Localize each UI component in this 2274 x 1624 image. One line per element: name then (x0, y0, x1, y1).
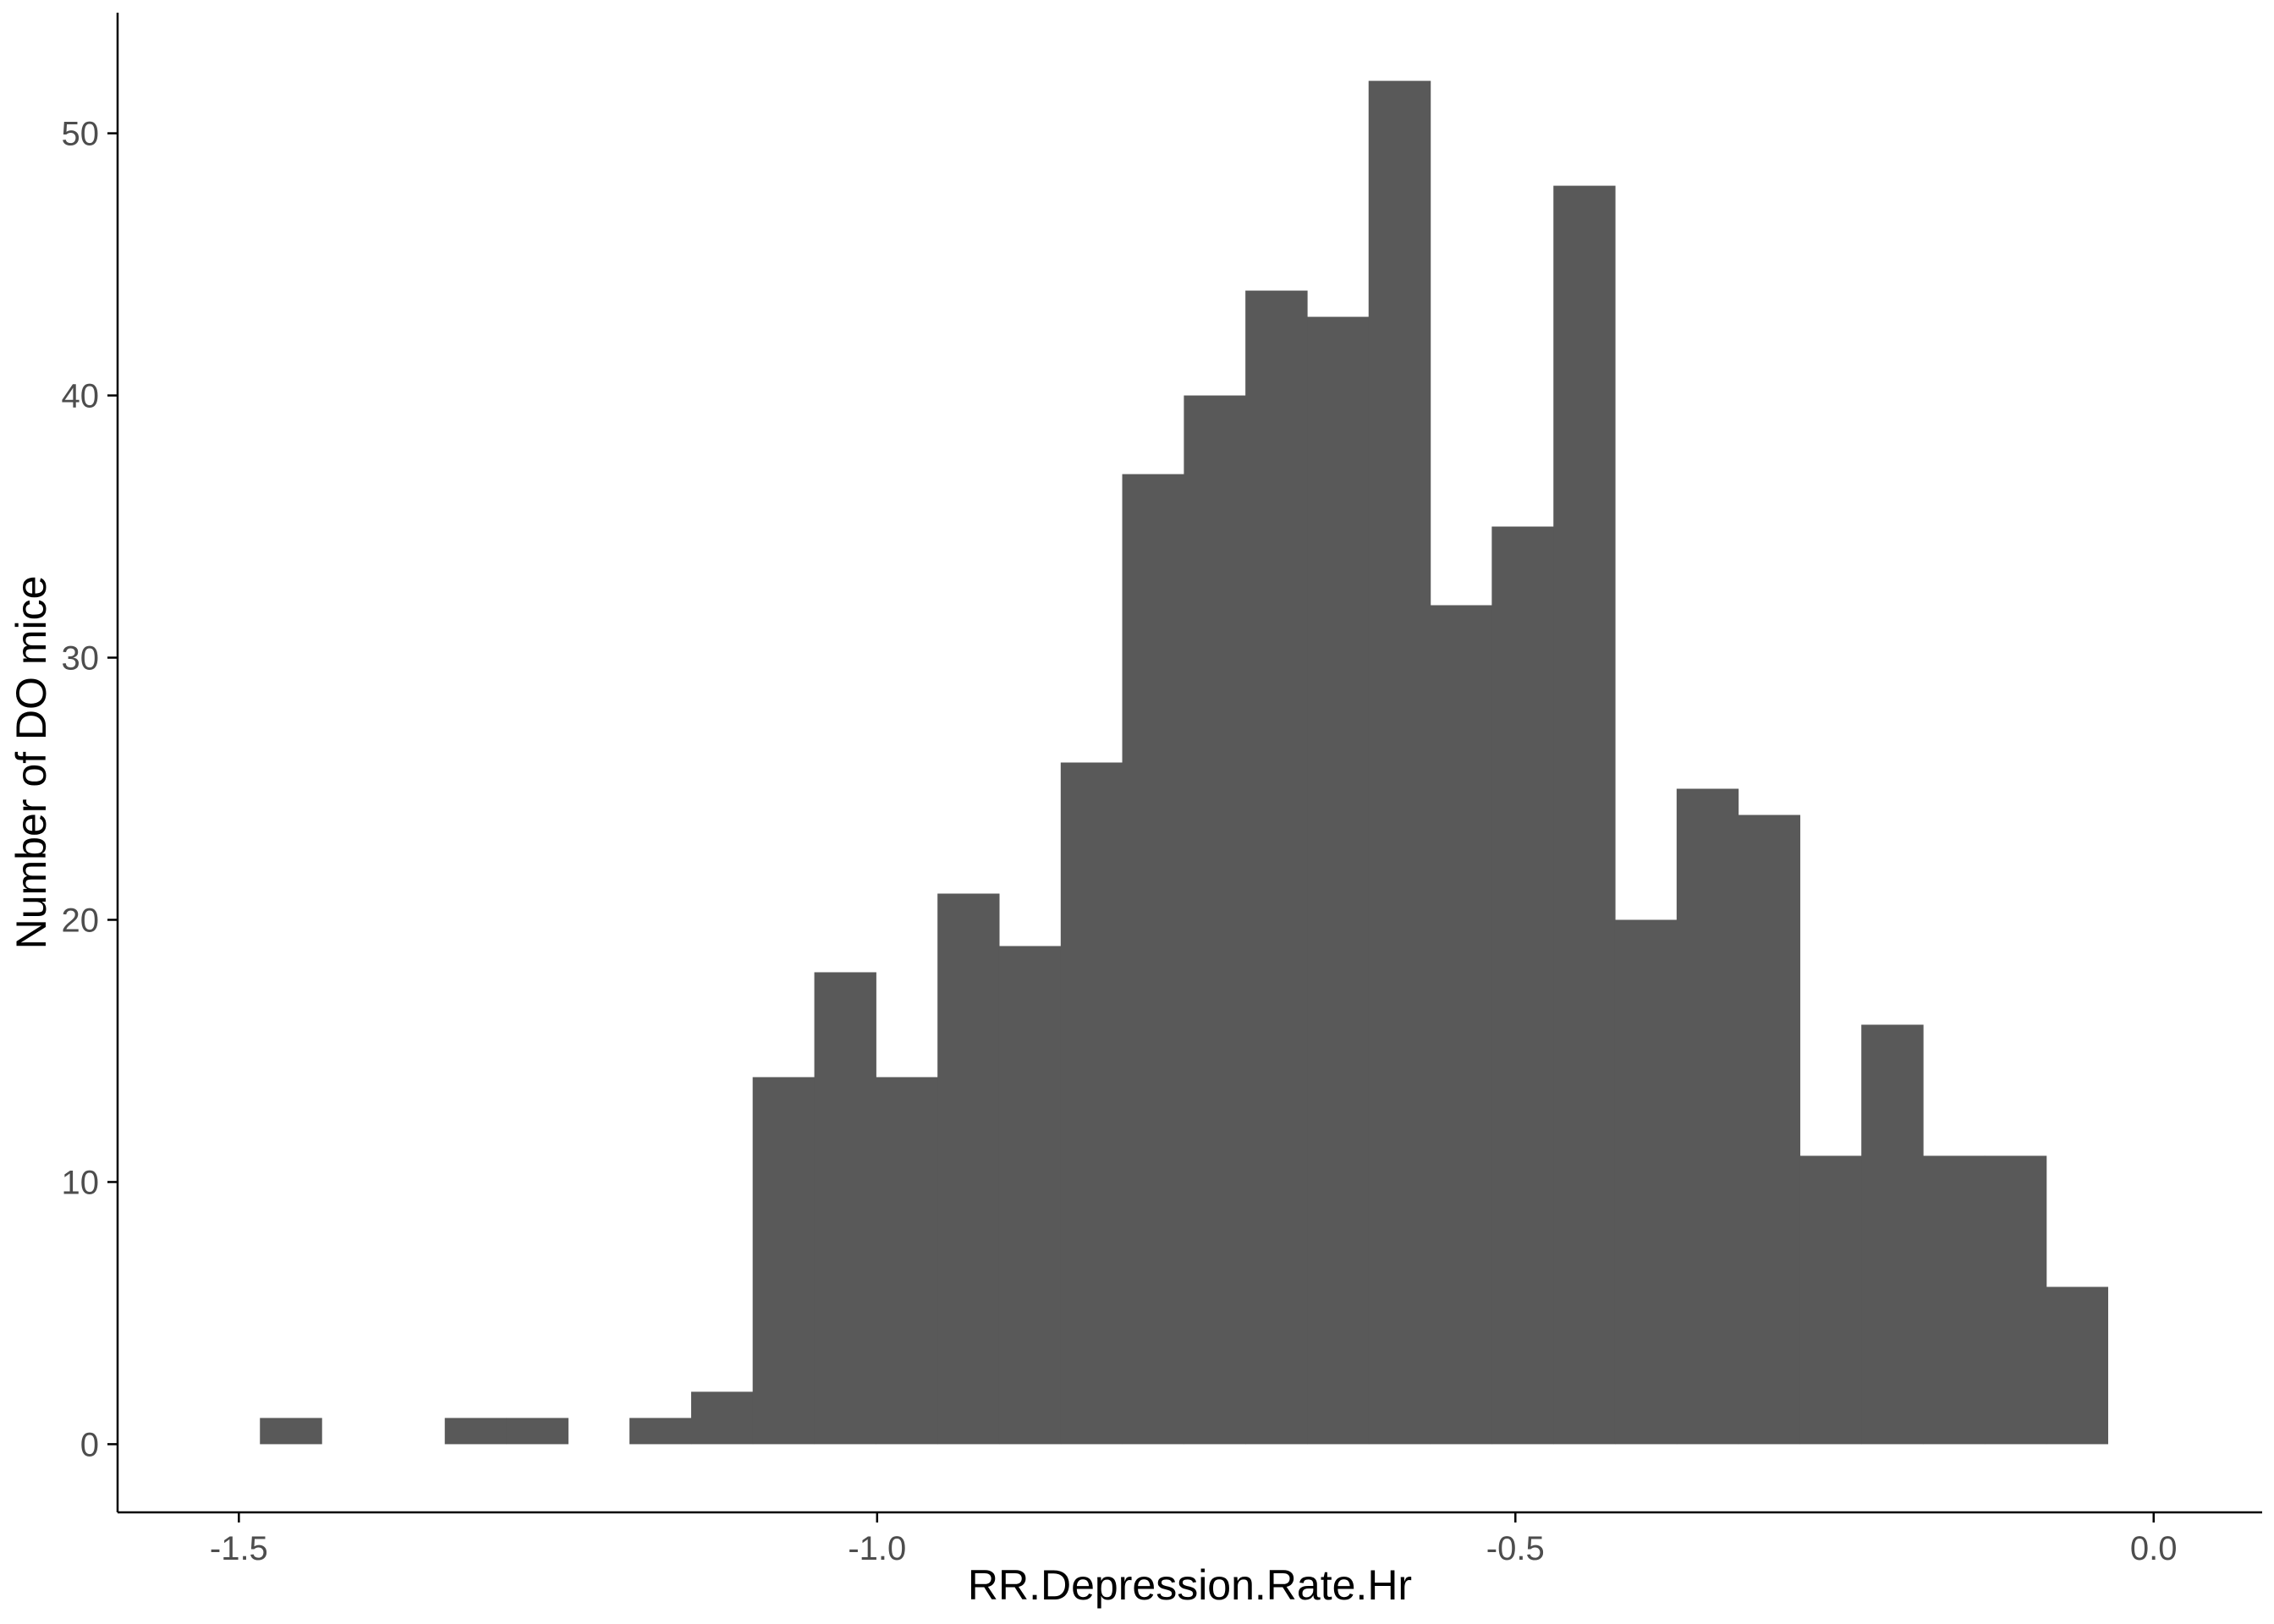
x-axis-ticks: -1.5 -1.0 -0.5 0.0 (210, 1512, 2178, 1567)
histogram-bar (506, 1418, 568, 1445)
histogram-bar (690, 1391, 754, 1445)
histogram-bar (1614, 919, 1678, 1445)
histogram-bar (1738, 815, 1801, 1445)
y-tick-label: 30 (62, 640, 100, 678)
histogram-bar (876, 1077, 938, 1445)
histogram-bar (1553, 185, 1616, 1445)
y-tick-label: 20 (62, 902, 100, 939)
y-axis-title: Number of DO mice (8, 576, 55, 950)
histogram-bar (998, 946, 1062, 1445)
histogram-bar (1368, 80, 1431, 1445)
histogram-bar (1122, 474, 1185, 1445)
histogram-bars (260, 80, 2109, 1445)
histogram-bar (260, 1418, 322, 1445)
x-tick-label: 0.0 (2130, 1530, 2178, 1567)
x-tick-label: -0.5 (1486, 1530, 1545, 1567)
histogram-bar (2046, 1287, 2109, 1445)
histogram-bar (1184, 395, 1246, 1445)
y-tick-label: 10 (62, 1164, 100, 1201)
x-axis-title: RR.Depression.Rate.Hr (968, 1561, 1412, 1609)
histogram-bar (752, 1077, 816, 1445)
x-tick-label: -1.5 (210, 1530, 268, 1567)
y-tick-label: 0 (80, 1426, 99, 1463)
y-tick-label: 50 (62, 116, 100, 153)
histogram-bar (1491, 526, 1554, 1445)
x-tick-label: -1.0 (848, 1530, 906, 1567)
y-axis-ticks: 0 10 20 30 40 50 (62, 116, 118, 1463)
histogram-bar (814, 972, 876, 1445)
histogram-bar (1307, 316, 1370, 1445)
histogram-bar (1923, 1155, 1986, 1445)
histogram-bar (937, 893, 1000, 1445)
y-tick-label: 40 (62, 378, 100, 415)
histogram-bar (1799, 1155, 1862, 1445)
histogram-bar (1676, 788, 1739, 1445)
histogram-bar (1245, 290, 1308, 1445)
histogram-bar (444, 1418, 508, 1445)
histogram-bar (1060, 762, 1123, 1445)
histogram-bar (629, 1418, 692, 1445)
histogram-bar (1430, 605, 1492, 1445)
histogram-bar (1984, 1155, 2047, 1445)
histogram-bar (1861, 1024, 1924, 1445)
